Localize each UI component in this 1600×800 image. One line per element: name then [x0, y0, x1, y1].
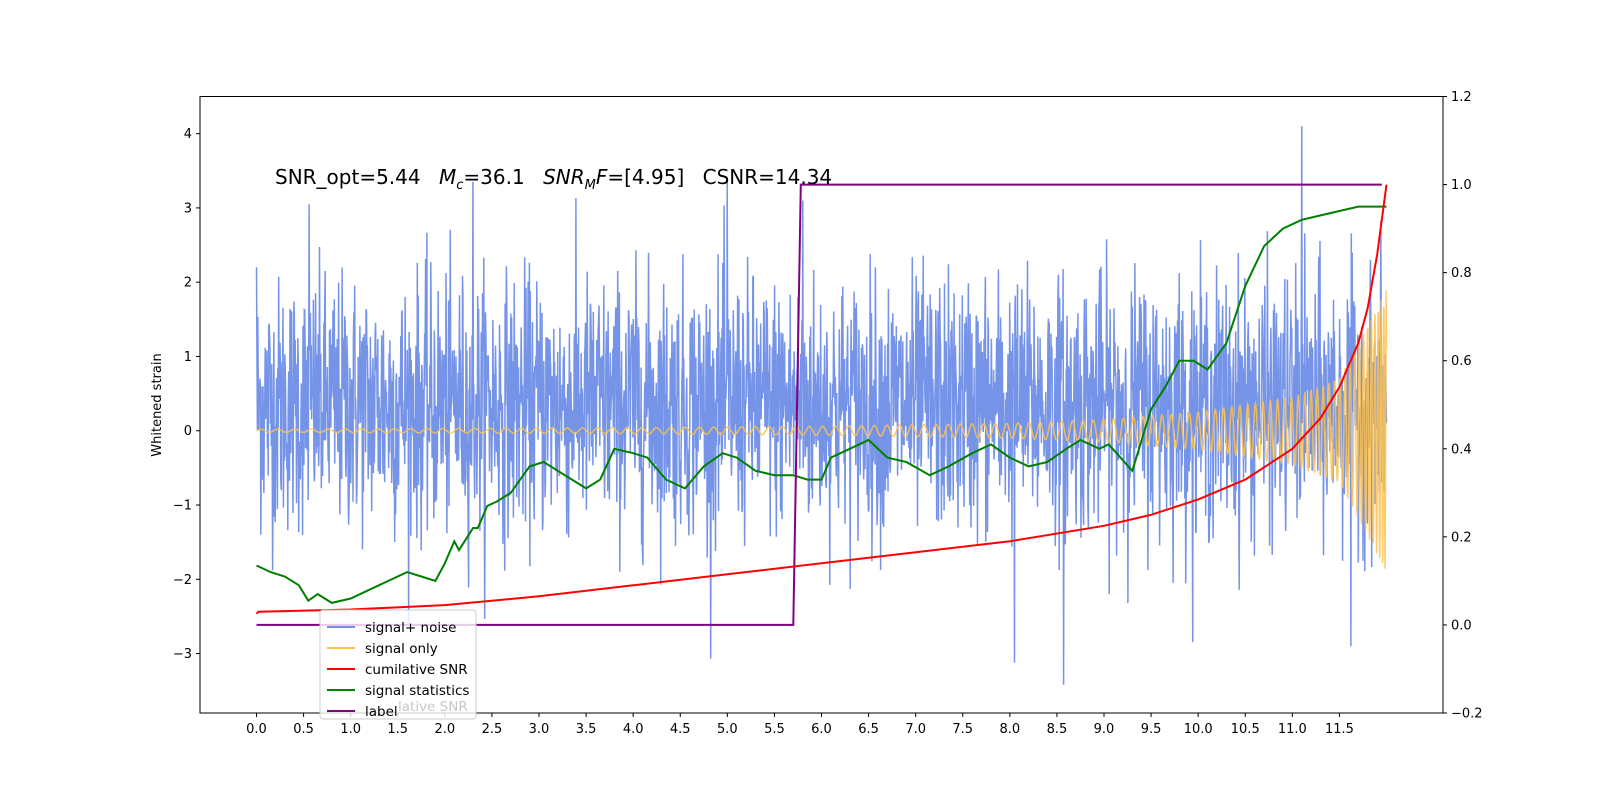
y-tick-label: −3: [173, 647, 192, 662]
x-tick-label: 5.0: [717, 722, 738, 737]
x-tick-label: 6.5: [858, 722, 879, 737]
cumulative-snr-series: [255, 184, 1388, 615]
label-line: [256, 183, 1382, 626]
signal-plus-noise-series: [255, 126, 1388, 685]
x-tick-label: 8.5: [1047, 722, 1068, 737]
annotation-snrmf-value: =[4.95]: [607, 165, 684, 189]
legend-label: signal statistics: [365, 683, 469, 699]
y-axis-right-ticks: 1.2 1.0 0.8 0.6 0.4 0.2 0.0 −0.2: [1443, 90, 1483, 722]
legend: lative SNR signal+ noise signal only cumil…: [319, 609, 477, 720]
annotation-mc-symbol: M: [439, 165, 456, 189]
y-right-tick-label: −0.2: [1451, 707, 1483, 722]
x-tick-label: 8.0: [999, 722, 1020, 737]
legend-label: cumilative SNR: [365, 662, 468, 678]
annotation-snrmf-subscript: M: [585, 178, 596, 193]
y-right-tick-label: 0.4: [1451, 442, 1472, 457]
y-tick-label: 3: [184, 201, 192, 216]
x-tick-label: 2.0: [434, 722, 455, 737]
annotation-snrmf-symbol2: F: [596, 165, 608, 189]
x-tick-label: 7.5: [952, 722, 973, 737]
signal-only-series: [256, 290, 1388, 569]
y-right-tick-label: 0.8: [1451, 266, 1472, 281]
annotation-text: SNR_opt=5.44 Mc=36.1 SNRMF=[4.95] CSNR=1…: [275, 165, 832, 193]
legend-label: signal only: [365, 641, 438, 657]
y-right-tick-label: 1.2: [1451, 90, 1472, 105]
y-axis-label: Whitened strain: [150, 353, 165, 456]
annotation-snrmf-symbol: SNR: [543, 165, 585, 189]
x-tick-label: 11.0: [1278, 722, 1307, 737]
x-tick-label: 0.0: [246, 722, 267, 737]
x-tick-label: 3.0: [529, 722, 550, 737]
y-tick-label: −1: [173, 499, 192, 514]
y-tick-label: 2: [184, 276, 192, 291]
x-tick-label: 3.5: [576, 722, 597, 737]
y-right-tick-label: 0.2: [1451, 530, 1472, 545]
x-tick-label: 9.0: [1094, 722, 1115, 737]
x-tick-label: 10.5: [1231, 722, 1260, 737]
legend-items: signal+ noise signal only cumilative SNR si…: [327, 620, 469, 720]
legend-label: label: [365, 704, 398, 720]
signal-statistics-series: [256, 205, 1387, 604]
x-tick-label: 4.5: [670, 722, 691, 737]
x-tick-label: 11.5: [1325, 722, 1354, 737]
label-series: [256, 183, 1382, 626]
y-right-tick-label: 0.6: [1451, 354, 1472, 369]
x-tick-label: 1.0: [340, 722, 361, 737]
annotation-mc-value: =36.1: [463, 165, 524, 189]
x-tick-label: 4.0: [623, 722, 644, 737]
x-tick-label: 5.5: [764, 722, 785, 737]
x-tick-label: 7.0: [905, 722, 926, 737]
signal-only-line: [256, 290, 1388, 569]
y-tick-label: 0: [184, 424, 192, 439]
signal-plus-noise-line: [255, 126, 1388, 685]
x-tick-label: 2.5: [482, 722, 503, 737]
legend-overlap-text: lative SNR: [398, 699, 468, 715]
y-right-tick-label: 1.0: [1451, 178, 1472, 193]
x-tick-label: 9.5: [1141, 722, 1162, 737]
legend-box: [319, 609, 477, 720]
cumulative-snr-line: [255, 184, 1388, 615]
annotation-snr-opt: SNR_opt=5.44: [275, 165, 421, 189]
annotation-csnr: CSNR=14.34: [703, 165, 833, 189]
x-tick-label: 1.5: [387, 722, 408, 737]
x-tick-label: 10.0: [1184, 722, 1213, 737]
y-tick-label: −2: [173, 573, 192, 588]
legend-label: signal+ noise: [365, 620, 456, 636]
y-axis-left-ticks: 4 3 2 1 0 −1 −2 −3: [173, 127, 200, 662]
annotation-mc-subscript: c: [456, 178, 463, 193]
x-tick-label: 6.0: [811, 722, 832, 737]
y-right-tick-label: 0.0: [1451, 618, 1472, 633]
y-tick-label: 4: [184, 127, 192, 142]
x-axis-ticks: 0.0 0.5 1.0 1.5 2.0 2.5 3.0 3.5 4.0 4.5 5.0 5.5 6.0 6…: [246, 713, 1354, 737]
signal-statistics-line: [256, 205, 1387, 604]
y-tick-label: 1: [184, 350, 192, 365]
x-tick-label: 0.5: [293, 722, 314, 737]
